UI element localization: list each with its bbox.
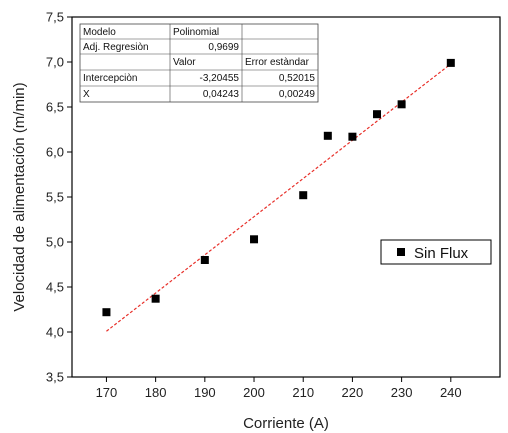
data-point bbox=[446, 58, 455, 67]
x-tick-label: 170 bbox=[96, 385, 118, 400]
table-frame bbox=[79, 23, 319, 103]
table-cell: Modelo bbox=[83, 27, 116, 38]
x-tick-label: 190 bbox=[194, 385, 216, 400]
data-point bbox=[373, 110, 382, 119]
x-tick-label: 210 bbox=[292, 385, 314, 400]
x-tick-label: 230 bbox=[391, 385, 413, 400]
y-tick-label: 5,0 bbox=[46, 235, 64, 250]
data-point bbox=[102, 308, 111, 317]
y-tick-label: 6,0 bbox=[46, 145, 64, 160]
data-point bbox=[299, 191, 308, 200]
data-point bbox=[151, 294, 160, 303]
legend: Sin Flux bbox=[380, 239, 492, 265]
y-tick-label: 6,5 bbox=[46, 100, 64, 115]
table-cell: Valor bbox=[173, 57, 196, 68]
data-point bbox=[348, 132, 357, 141]
y-tick-label: 7,5 bbox=[46, 10, 64, 25]
table-cell: Error estàndar bbox=[245, 57, 310, 68]
table-cell: Intercepciòn bbox=[83, 73, 137, 84]
x-tick-label: 180 bbox=[145, 385, 167, 400]
fit-results-table: Modelo Polinomial Adj. Regresiòn 0,9699 Valo… bbox=[79, 23, 319, 103]
data-point bbox=[200, 256, 209, 264]
data-point bbox=[250, 235, 259, 244]
y-tick-label: 4,0 bbox=[46, 325, 64, 340]
y-tick-label: 4,5 bbox=[46, 280, 64, 295]
y-axis-label: Velocidad de alimentación (m/min) bbox=[11, 82, 28, 311]
table-cell: 0,9699 bbox=[208, 42, 239, 53]
data-point bbox=[397, 100, 406, 109]
x-tick-label: 240 bbox=[440, 385, 462, 400]
fit-line bbox=[106, 63, 452, 332]
table-cell: Polinomial bbox=[173, 27, 219, 38]
legend-label: Sin Flux bbox=[414, 245, 469, 262]
legend-marker bbox=[397, 248, 405, 256]
y-tick-label: 5,5 bbox=[46, 190, 64, 205]
data-point bbox=[323, 131, 332, 140]
table-cell: 0,00249 bbox=[279, 89, 316, 100]
y-tick-label: 3,5 bbox=[46, 370, 64, 385]
x-tick-label: 200 bbox=[243, 385, 265, 400]
table-cell: 0,04243 bbox=[203, 89, 240, 100]
table-cell: X bbox=[83, 89, 90, 100]
y-tick-label: 7,0 bbox=[46, 55, 64, 70]
table-cell: Adj. Regresiòn bbox=[83, 42, 149, 53]
x-axis-label: Corriente (A) bbox=[243, 415, 329, 432]
x-tick-label: 220 bbox=[342, 385, 364, 400]
table-cell: -3,20455 bbox=[200, 73, 240, 84]
table-cell: 0,52015 bbox=[279, 73, 316, 84]
